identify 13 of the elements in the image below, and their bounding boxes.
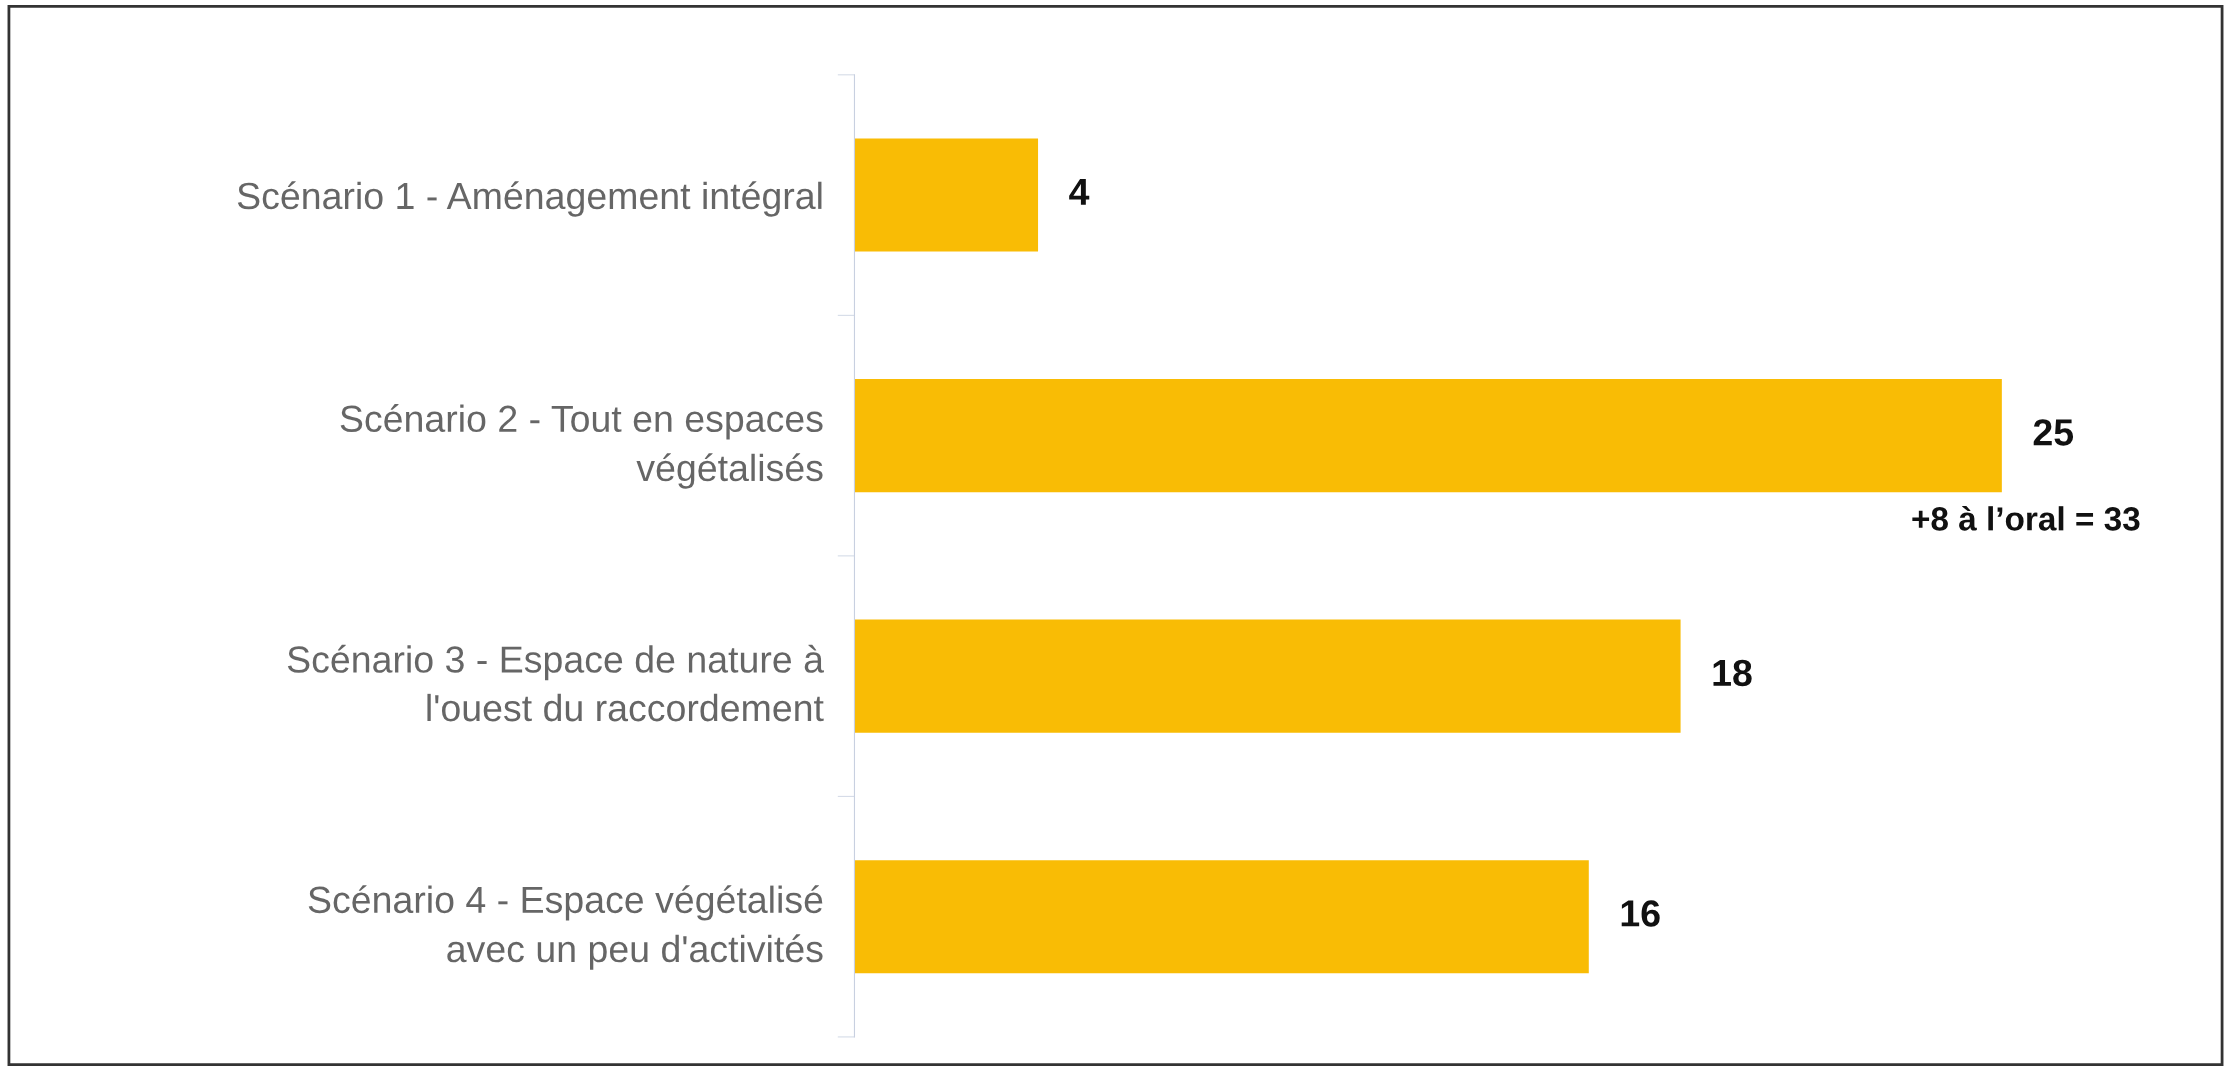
y-tick-label: Scénario 3 - Espace de nature à l'ouest du raccordement <box>287 644 824 722</box>
y-tick-label: Scénario 2 - Tout en espaces végétalisés <box>340 404 823 489</box>
bar <box>854 860 1589 974</box>
data-label: 16 <box>1621 900 1660 927</box>
bar <box>854 138 1039 252</box>
y-tick-label: Scénario 1 - Aménagement intégral <box>237 181 822 217</box>
data-label: 18 <box>1713 659 1752 687</box>
bar <box>854 379 2002 493</box>
data-label: 25 <box>2033 419 2074 446</box>
bar <box>854 619 1681 733</box>
y-tick-label: Scénario 4 - Espace végétalisé avec un peu d'activités <box>308 885 823 970</box>
annotation: +8 à l’oral = 33 <box>1912 505 2140 531</box>
data-label: 4 <box>1069 178 1090 205</box>
